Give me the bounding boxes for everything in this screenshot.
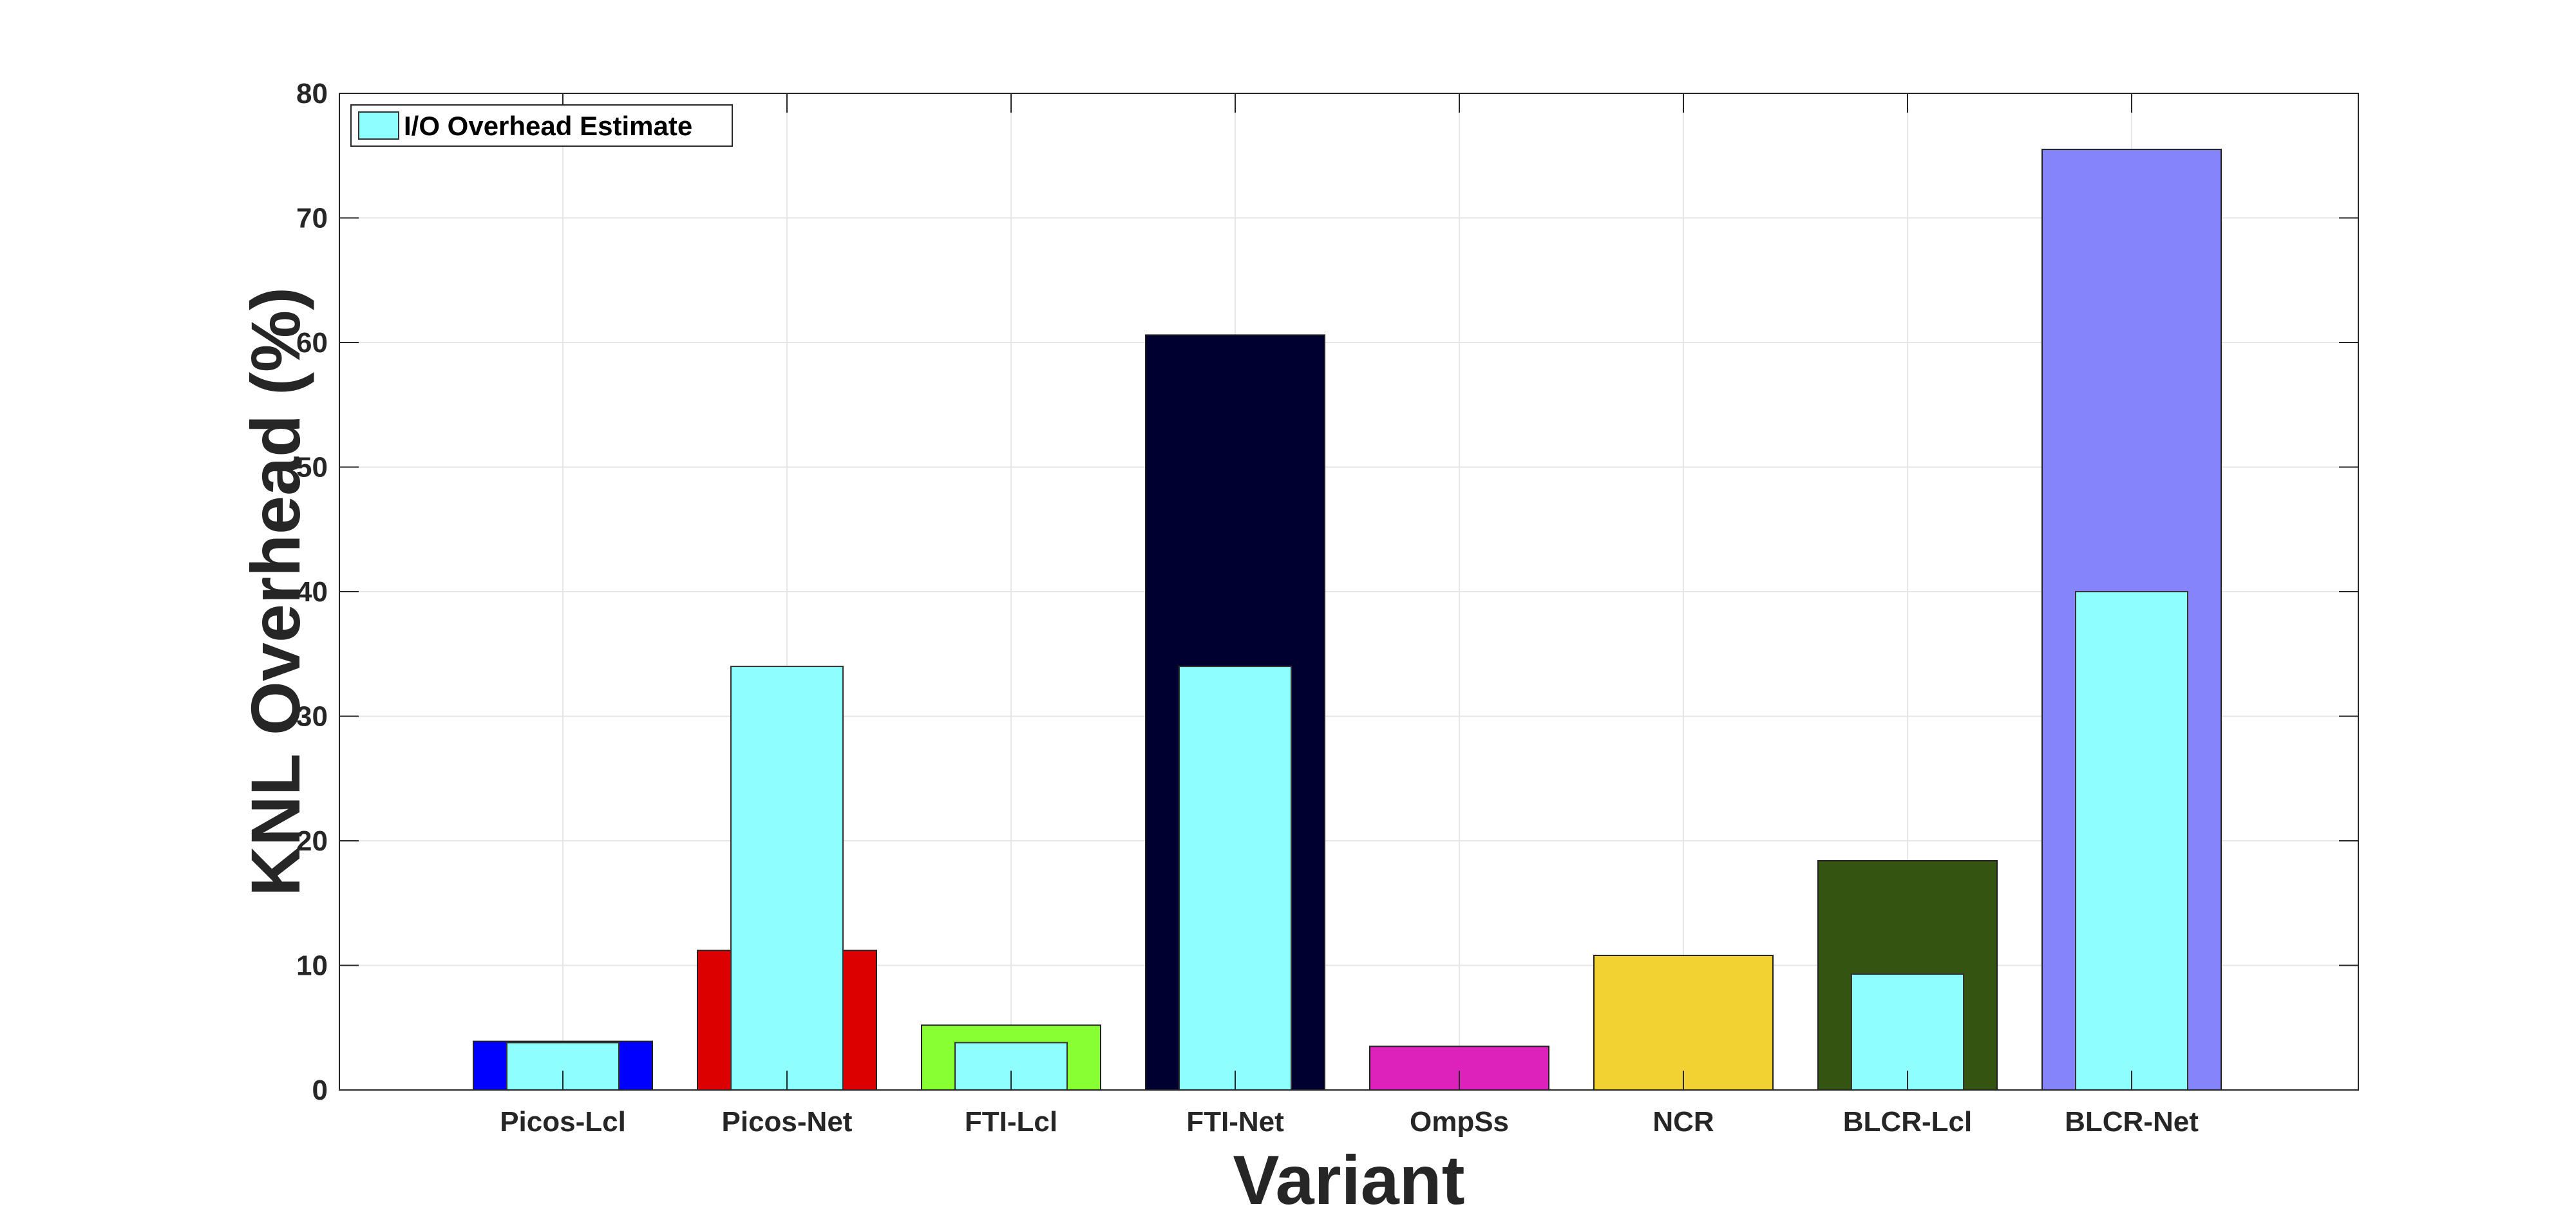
legend: I/O Overhead Estimate [350, 104, 733, 147]
y-tick-label: 60 [296, 327, 328, 359]
x-tick-label: Picos-Net [722, 1106, 853, 1138]
legend-swatch [358, 111, 399, 140]
io-estimate-bar [2075, 591, 2188, 1091]
x-tick-label: Picos-Lcl [500, 1106, 626, 1138]
y-tick-label: 80 [296, 78, 328, 109]
y-tick-label: 20 [296, 825, 328, 857]
x-tick-label: OmpSs [1410, 1106, 1509, 1138]
tick-labels: 0 10 20 30 40 50 60 70 80 Picos-Lcl Picos-Net FTI-L… [296, 78, 2199, 1138]
x-tick-label: NCR [1653, 1106, 1714, 1138]
y-axis-title: KNL Overhead (%) [236, 287, 314, 896]
y-tick-label: 70 [296, 203, 328, 234]
x-tick-label: FTI-Lcl [965, 1106, 1057, 1138]
legend-label: I/O Overhead Estimate [404, 111, 692, 141]
io-estimate-bar [730, 666, 844, 1091]
y-tick-label: 50 [296, 452, 328, 483]
overhead-bar [1593, 955, 1774, 1091]
x-tick-label: BLCR-Net [2065, 1106, 2199, 1138]
y-tick-label: 30 [296, 701, 328, 733]
axis-ticks [339, 93, 2358, 1091]
io-estimate-bar [1179, 666, 1292, 1091]
x-tick-label: FTI-Net [1186, 1106, 1284, 1138]
x-tick-label: BLCR-Lcl [1843, 1106, 1972, 1138]
y-tick-label: 40 [296, 576, 328, 608]
x-axis-title: Variant [1233, 1141, 1464, 1211]
legend-box [350, 104, 733, 147]
y-tick-label: 10 [296, 950, 328, 982]
bars [473, 149, 2222, 1091]
y-tick-label: 0 [312, 1075, 328, 1106]
